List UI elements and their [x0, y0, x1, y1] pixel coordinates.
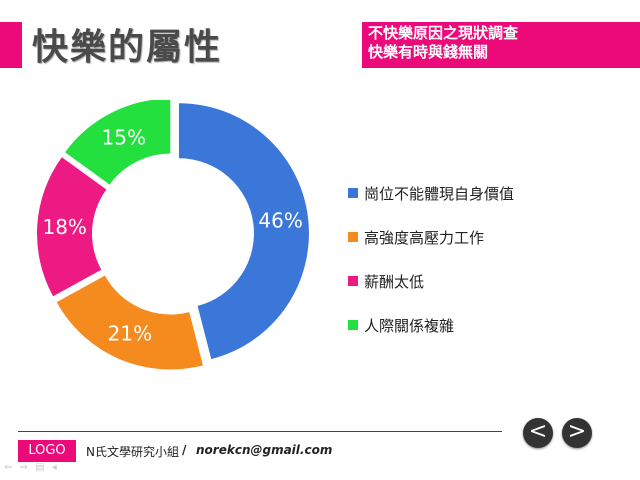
donut-chart: 46% 21% 18% 15%: [37, 100, 309, 370]
legend-item: 崗位不能體現自身價值: [348, 182, 514, 204]
footer-divider: [18, 431, 502, 432]
slice-value-label: 21%: [108, 322, 152, 346]
donut-slice: [56, 275, 203, 370]
page-title: 快樂的屬性: [32, 27, 223, 68]
legend-label: 崗位不能體現自身價值: [364, 184, 515, 203]
legend-item: 高強度高壓力工作: [348, 226, 514, 248]
legend-label: 人際關係複雜: [364, 316, 455, 335]
legend-swatch: [348, 188, 358, 198]
chart-legend: 崗位不能體現自身價值 高強度高壓力工作 薪酬太低 人際關係複雜: [348, 182, 514, 358]
legend-label: 高強度高壓力工作: [364, 228, 485, 247]
slice-value-label: 15%: [102, 125, 146, 149]
legend-item: 人際關係複雜: [348, 314, 514, 336]
donut-slice: [65, 100, 171, 185]
footer-separator: /: [182, 443, 187, 457]
legend-swatch: [348, 320, 358, 330]
legend-swatch: [348, 232, 358, 242]
legend-label: 薪酬太低: [364, 272, 425, 291]
slice-value-label: 18%: [42, 215, 86, 239]
subtitle-box: 不快樂原因之現狀調查 快樂有時與錢無關: [362, 22, 640, 68]
subtitle-line-2: 快樂有時與錢無關: [368, 43, 489, 61]
legend-swatch: [348, 276, 358, 286]
logo: LOGO: [18, 440, 76, 462]
donut-slice: [178, 103, 309, 360]
previous-slide-button[interactable]: <: [523, 418, 553, 448]
slice-value-label: 46%: [258, 208, 302, 232]
next-slide-button[interactable]: >: [562, 418, 592, 448]
slideshow-mini-nav[interactable]: ⇐ ⇒ ▤ ◂: [4, 462, 59, 473]
subtitle-line-1: 不快樂原因之現狀調查: [368, 24, 519, 42]
title-accent-bar: [0, 22, 22, 68]
contact-email: norekcn@gmail.com: [196, 443, 333, 457]
legend-item: 薪酬太低: [348, 270, 514, 292]
group-name: N氏文學研究小組: [86, 445, 179, 459]
donut-slice: [37, 157, 107, 297]
